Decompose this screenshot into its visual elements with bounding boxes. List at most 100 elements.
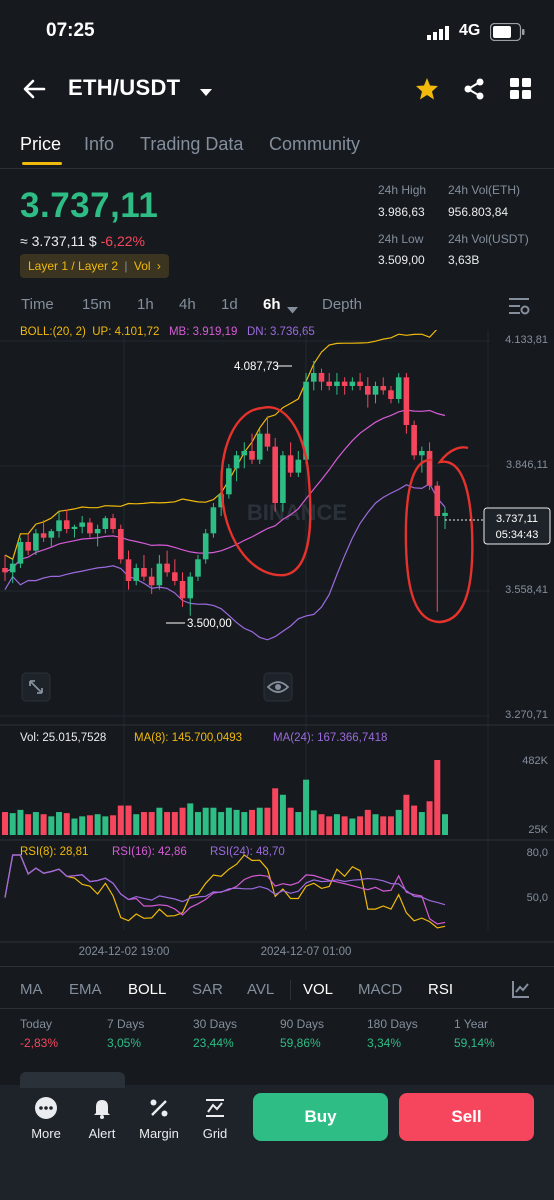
volume-bar: [395, 809, 402, 835]
timeframe-time[interactable]: Time: [21, 296, 54, 313]
volume-bar: [310, 810, 317, 835]
candle-body: [380, 385, 387, 391]
favorite-star-icon[interactable]: [415, 77, 439, 106]
more-label: More: [31, 1126, 61, 1141]
candle-body: [172, 572, 178, 581]
signal-icon: [427, 26, 453, 45]
volume-bar: [403, 794, 410, 835]
indicator-sar[interactable]: SAR: [192, 981, 223, 998]
volume-bar: [71, 818, 78, 835]
timeframe-6h[interactable]: 6h: [263, 296, 281, 313]
candle-body: [17, 541, 24, 564]
perf-value: 23,44%: [193, 1036, 234, 1050]
caret-down-icon[interactable]: [287, 301, 298, 319]
perf-label: 1 Year: [454, 1017, 489, 1031]
volume-bar: [326, 816, 333, 835]
pair-title[interactable]: ETH/USDT: [68, 75, 181, 100]
candle-body: [256, 433, 263, 460]
candle-body: [426, 450, 433, 486]
price-chart[interactable]: BINANCE 4.133,81 3.846,11 3.558,41 3.270…: [0, 330, 554, 970]
share-icon[interactable]: [462, 77, 486, 106]
volume-bar: [9, 813, 16, 835]
x-tick: 2024-12-02 19:00: [79, 946, 170, 958]
candle-body: [110, 518, 116, 529]
candle-body: [349, 381, 356, 386]
y-tick: 3.270,71: [505, 709, 548, 721]
volume-bar: [418, 812, 425, 835]
stat-low-label: 24h Low: [378, 232, 424, 246]
volume-bar: [187, 803, 194, 835]
caret-down-icon[interactable]: [200, 84, 212, 102]
category-tag-vol: Vol: [133, 259, 151, 273]
chart-settings-icon[interactable]: [508, 296, 530, 321]
grid-button[interactable]: Grid: [190, 1096, 240, 1141]
alert-button[interactable]: Alert: [77, 1096, 127, 1141]
current-price-tag: [483, 507, 551, 545]
grid-menu-icon[interactable]: [510, 78, 532, 105]
timeframe-4h[interactable]: 4h: [179, 296, 196, 313]
volume-bar: [17, 809, 24, 835]
boll-dn: DN: 3.736,65: [246, 326, 315, 338]
status-bar: 07:25 4G: [0, 0, 554, 62]
percent-icon: [150, 1099, 168, 1117]
candle-body: [202, 533, 209, 560]
perf-value: 3,05%: [107, 1036, 142, 1050]
boll-upper-line: [4, 330, 438, 561]
volume-bar: [117, 805, 124, 835]
volume-bar: [86, 815, 93, 835]
timeframe-1h[interactable]: 1h: [137, 296, 154, 313]
annotations: [220, 406, 474, 624]
timeframe-1d[interactable]: 1d: [221, 296, 238, 313]
sell-button[interactable]: Sell: [399, 1093, 534, 1141]
indicator-ma[interactable]: MA: [20, 981, 43, 998]
divider: [0, 966, 554, 967]
volume-bar: [442, 814, 448, 835]
margin-button[interactable]: Margin: [134, 1096, 184, 1141]
indicator-vol[interactable]: VOL: [303, 981, 334, 998]
divider: [0, 1008, 554, 1009]
stat-vol-usdt-value: 3,63B: [448, 253, 480, 267]
candle-body: [388, 390, 394, 399]
rsi-lines: [4, 854, 446, 929]
volume-bar: [48, 816, 55, 835]
candle-body: [102, 518, 109, 529]
tab-price[interactable]: Price: [20, 134, 62, 154]
candle-body: [411, 424, 417, 456]
stat-vol-eth-label: 24h Vol(ETH): [448, 183, 521, 197]
indicator-ema[interactable]: EMA: [69, 981, 102, 998]
timeframe-15m[interactable]: 15m: [82, 296, 112, 313]
category-tag[interactable]: Layer 1 / Layer 2 | Vol ›: [20, 254, 169, 278]
countdown-value: 05:34:43: [496, 529, 539, 541]
volume-bar: [272, 788, 279, 835]
indicator-boll[interactable]: BOLL: [128, 981, 167, 998]
volume-bar: [434, 760, 441, 835]
volume-bar: [25, 814, 32, 835]
bell-icon: [94, 1100, 110, 1119]
tab-info[interactable]: Info: [84, 134, 115, 154]
candle-body: [156, 563, 163, 586]
indicator-settings-icon[interactable]: [511, 979, 531, 1004]
vol-y-tick: 25K: [528, 824, 548, 836]
perf-label: 7 Days: [107, 1017, 145, 1031]
chevron-right-icon: ›: [156, 259, 161, 273]
low-marker-label: 3.500,00: [187, 618, 232, 630]
tab-trading-data[interactable]: Trading Data: [140, 134, 244, 154]
candle-body: [395, 377, 402, 399]
indicator-rsi[interactable]: RSI: [428, 981, 454, 998]
indicator-macd[interactable]: MACD: [358, 981, 403, 998]
candle-body: [141, 567, 147, 577]
timeframe-depth[interactable]: Depth: [322, 296, 363, 313]
candle-body: [403, 377, 410, 425]
volume-bar: [218, 812, 225, 835]
indicator-avl[interactable]: AVL: [247, 981, 275, 998]
buy-button[interactable]: Buy: [253, 1093, 388, 1141]
candle-body: [33, 533, 39, 551]
tab-community[interactable]: Community: [269, 134, 361, 154]
back-arrow-icon[interactable]: [22, 78, 46, 105]
current-price-value: 3.737,11: [496, 513, 538, 525]
more-button[interactable]: More: [21, 1096, 71, 1141]
volume-bar: [349, 818, 356, 835]
expand-icon: [21, 672, 51, 702]
stat-low-value: 3.509,00: [378, 253, 425, 267]
volume-bar: [133, 814, 140, 835]
